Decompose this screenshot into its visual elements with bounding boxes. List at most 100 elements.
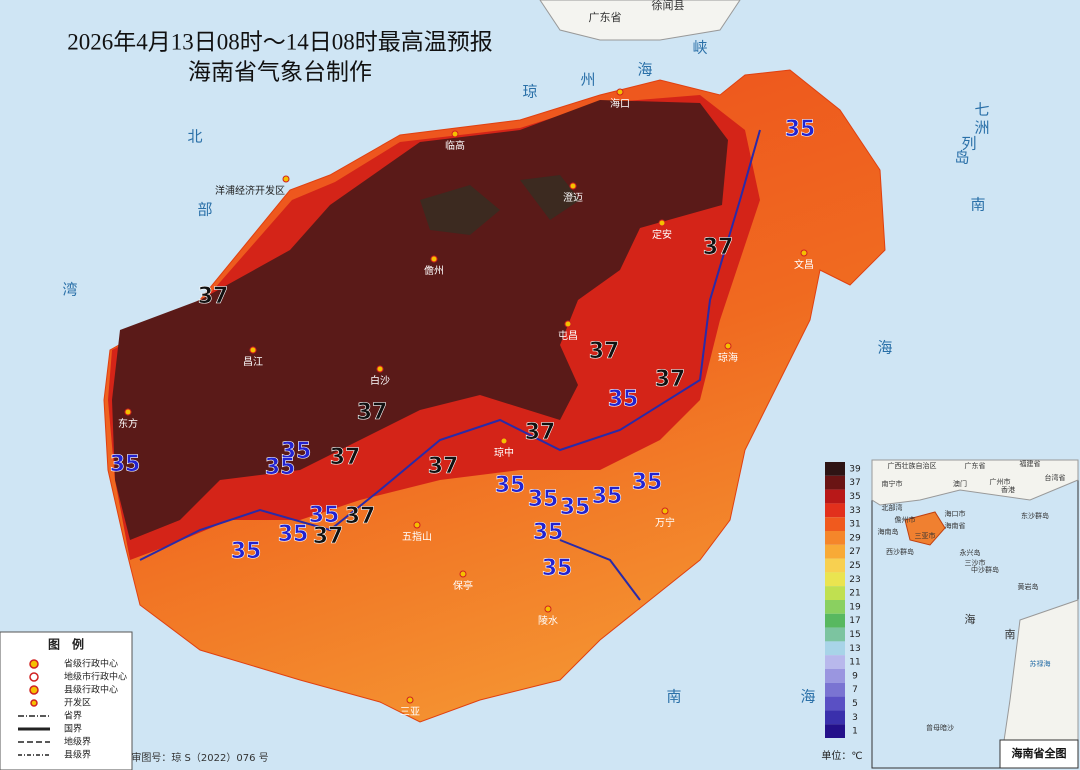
colorbar-swatch <box>825 724 845 738</box>
colorbar-swatch <box>825 544 845 559</box>
contour-label: 35 <box>231 539 262 564</box>
contour-label: 35 <box>265 455 296 480</box>
place-marker <box>249 346 257 354</box>
inset-label: 广州市 <box>990 477 1011 486</box>
contour-label: 37 <box>655 367 686 392</box>
sea-label: 海 <box>637 61 652 79</box>
place-label: 儋州 <box>424 264 444 277</box>
colorbar-tick: 9 <box>852 671 858 681</box>
place-marker <box>658 219 666 227</box>
colorbar-swatch <box>825 558 845 573</box>
colorbar-swatch <box>825 572 845 587</box>
inset-label: 南 <box>1005 628 1016 641</box>
contour-label: 37 <box>703 235 734 260</box>
colorbar-tick: 19 <box>849 602 861 612</box>
colorbar-tick: 39 <box>849 464 861 474</box>
inset-title: 海南省全图 <box>1012 746 1067 760</box>
legend-item: 国界 <box>64 724 82 735</box>
place-label: 定安 <box>652 228 672 241</box>
legend-symbol <box>29 685 39 695</box>
colorbar-tick: 29 <box>849 533 861 543</box>
inset-label: 香港 <box>1001 485 1015 494</box>
contour-label: 37 <box>198 284 229 309</box>
contour-label: 37 <box>525 420 556 445</box>
sea-label: 州 <box>580 71 595 89</box>
sea-label: 列 <box>961 135 976 153</box>
inset-label: 黄岩岛 <box>1018 582 1039 591</box>
colorbar-tick: 13 <box>849 644 860 654</box>
sea-label: 广东省 <box>589 11 622 24</box>
contour-label: 37 <box>428 454 459 479</box>
sea-label: 峡 <box>692 39 707 57</box>
contour-label: 35 <box>542 556 573 581</box>
place-label: 陵水 <box>538 615 558 627</box>
legend-item: 地级市行政中心 <box>64 671 127 683</box>
inset-label: 海口市 <box>945 509 966 518</box>
contour-label: 37 <box>313 524 344 549</box>
sea-label: 部 <box>197 201 212 219</box>
colorbar-tick: 11 <box>849 658 860 668</box>
place-marker <box>282 175 290 183</box>
zone-above-37 <box>112 100 728 540</box>
colorbar-swatch <box>825 503 845 518</box>
legend-symbol <box>29 659 39 669</box>
place-label: 白沙 <box>370 374 390 387</box>
contour-label: 37 <box>330 445 361 470</box>
subtitle: 海南省气象台制作 <box>188 59 372 84</box>
contour-label: 35 <box>560 495 591 520</box>
contour-label: 35 <box>608 387 639 412</box>
contour-label: 35 <box>592 484 623 509</box>
place-label: 琼海 <box>718 351 738 364</box>
place-label: 澄迈 <box>563 191 583 204</box>
colorbar-swatch <box>825 655 845 669</box>
place-label: 保亭 <box>453 579 473 592</box>
contour-label: 35 <box>110 452 141 477</box>
colorbar-swatch <box>825 627 845 642</box>
contour-label: 35 <box>278 522 309 547</box>
colorbar-tick: 15 <box>849 630 860 640</box>
inset-label: 福建省 <box>1020 459 1041 468</box>
sea-label: 湾 <box>62 281 77 299</box>
inset-label: 澳门 <box>953 479 967 488</box>
inset-label: 三亚市 <box>915 531 936 540</box>
place-marker <box>124 408 132 416</box>
colorbar-unit: 单位：℃ <box>821 749 862 762</box>
inset-label: 苏禄海 <box>1030 659 1051 668</box>
place-marker <box>800 249 808 257</box>
sea-label: 七 <box>974 101 989 119</box>
contour-label: 35 <box>533 520 564 545</box>
legend-box <box>0 631 133 770</box>
legend-item: 地级界 <box>64 736 91 748</box>
colorbar-swatch <box>825 475 845 490</box>
legend-symbol <box>29 672 39 682</box>
contour-label: 35 <box>281 439 312 464</box>
sea-label: 徐闻县 <box>652 0 685 12</box>
sea-label: 岛 <box>954 149 969 167</box>
place-label: 万宁 <box>655 516 675 529</box>
colorbar-swatch <box>825 682 845 697</box>
colorbar-tick: 33 <box>849 506 860 516</box>
colorbar-tick: 7 <box>852 685 858 695</box>
colorbar-tick: 31 <box>849 520 860 530</box>
place-marker <box>500 437 508 445</box>
inset-label: 广西壮族自治区 <box>888 461 937 470</box>
place-marker <box>661 507 669 515</box>
colorbar-tick: 25 <box>849 561 860 571</box>
place-label: 临高 <box>445 139 465 152</box>
place-marker <box>564 320 572 328</box>
colorbar-swatch <box>825 641 845 656</box>
sea-label: 海 <box>877 339 892 357</box>
title: 2026年4月13日08时～14日08时最高温预报 <box>67 29 493 54</box>
contour-label: 37 <box>589 339 620 364</box>
colorbar-tick: 3 <box>852 713 858 723</box>
place-label: 洋浦经济开发区 <box>215 184 285 197</box>
contour-35 <box>139 129 761 601</box>
inset-hainan <box>904 511 946 546</box>
place-marker <box>724 342 732 350</box>
inset-label: 曾母暗沙 <box>926 723 954 732</box>
place-label: 昌江 <box>243 356 263 368</box>
legend-title: 图 例 <box>48 637 84 652</box>
colorbar-tick: 21 <box>849 589 860 599</box>
contour-label: 35 <box>785 117 816 142</box>
contour-label: 35 <box>528 487 559 512</box>
